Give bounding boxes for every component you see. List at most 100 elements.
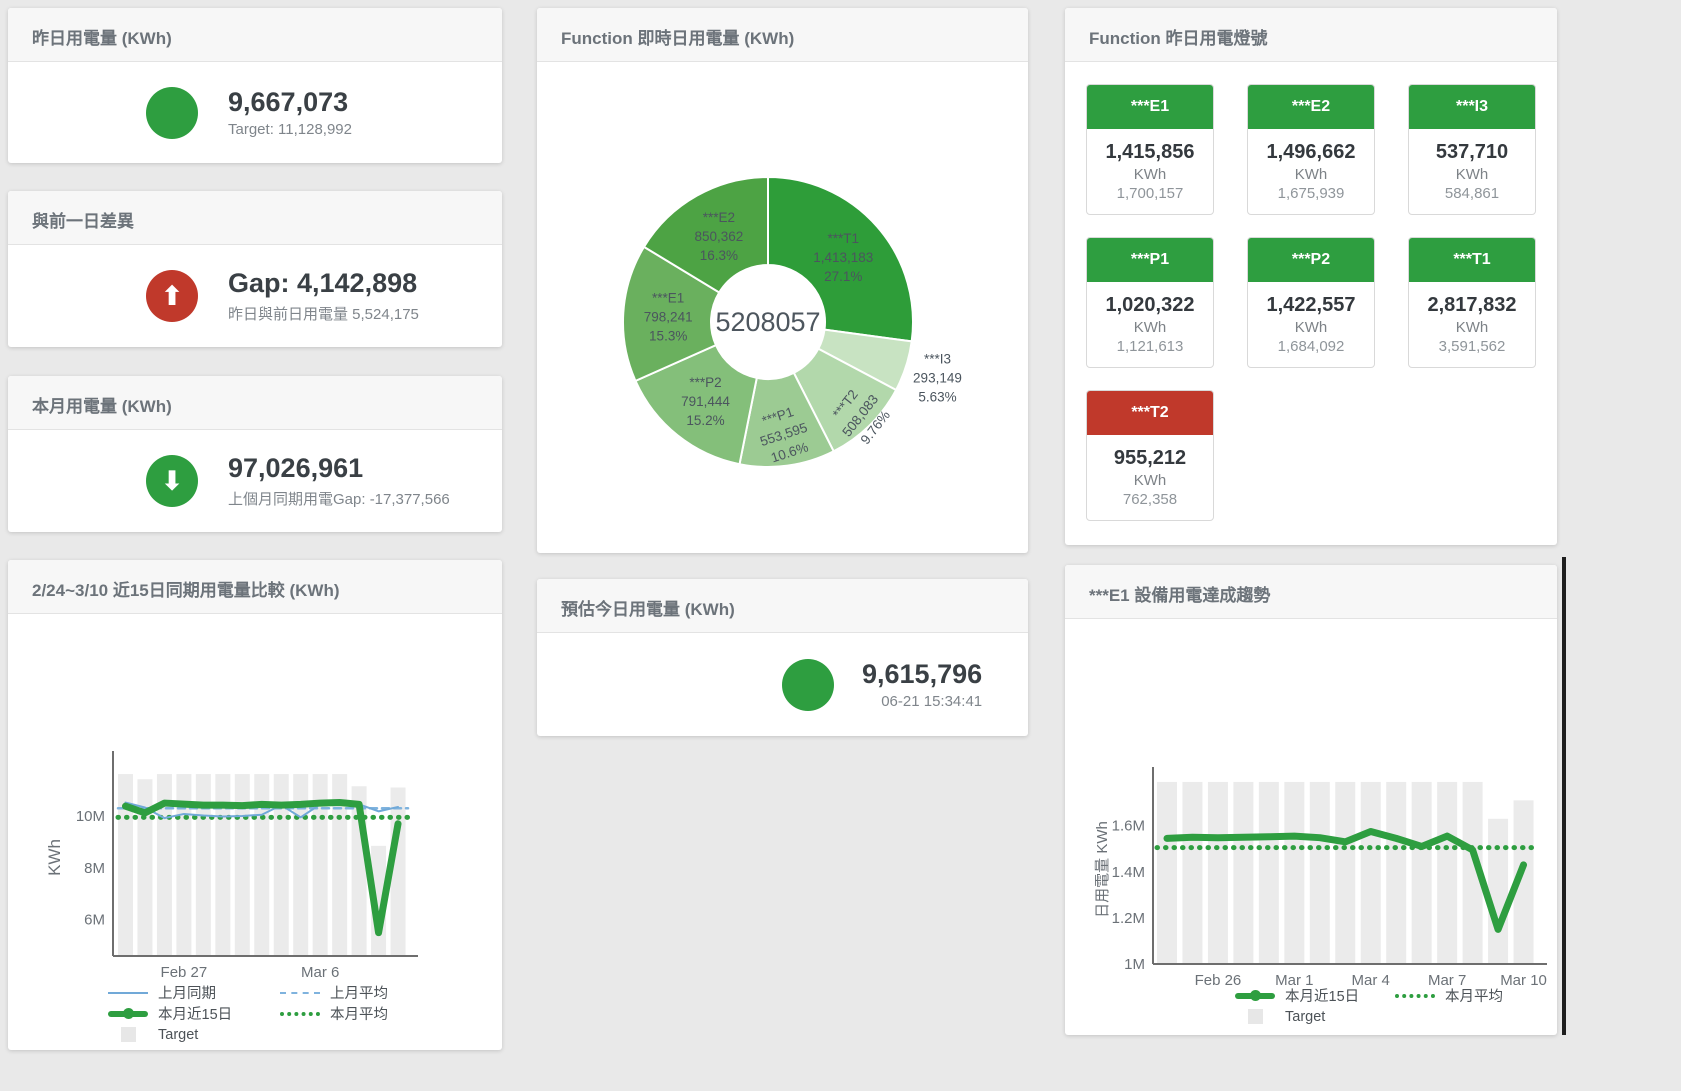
light-tile-t1: ***T1 2,817,832 KWh 3,591,562 xyxy=(1408,237,1536,368)
stat-body: 9,615,796 06-21 15:34:41 xyxy=(537,633,1028,736)
light-tile-label: ***T1 xyxy=(1409,238,1535,282)
target-bar xyxy=(118,774,133,956)
target-bar xyxy=(1258,781,1279,964)
card-title: Function 即時日用電量 (KWh) xyxy=(537,8,1028,62)
legend-label: 本月平均 xyxy=(1445,989,1503,1005)
legend-label: Target xyxy=(158,1026,199,1043)
y-tick-label: 1.2M xyxy=(1112,910,1145,927)
target-bar xyxy=(312,774,328,956)
legend-this-month-avg[interactable]: 本月平均 xyxy=(1395,985,1555,1006)
light-tile-value: 1,415,856 xyxy=(1105,141,1195,163)
light-tile-body: 1,422,557 KWh 1,684,092 xyxy=(1248,282,1374,367)
today-value: 9,615,796 xyxy=(862,658,983,689)
card-title: 昨日用電量 (KWh) xyxy=(8,8,502,62)
arrow-down-icon: ⬇ xyxy=(146,455,198,507)
light-tile-body: 1,020,322 KWh 1,121,613 xyxy=(1087,282,1213,367)
x-tick-label: Mar 7 xyxy=(1428,972,1466,985)
target-bar xyxy=(1309,781,1330,964)
donut-slice-e1[interactable] xyxy=(622,245,721,383)
yesterday-value: 9,667,073 xyxy=(228,86,349,117)
light-tile-target: 3,591,562 xyxy=(1438,338,1506,355)
target-bar xyxy=(137,779,153,956)
y-axis-title: KWh xyxy=(45,839,64,876)
light-tile-p2: ***P2 1,422,557 KWh 1,684,092 xyxy=(1247,237,1375,368)
light-tile-i3: ***I3 537,710 KWh 584,861 xyxy=(1408,84,1536,215)
target-bar xyxy=(1513,800,1534,964)
light-tile-target: 584,861 xyxy=(1444,185,1500,202)
donut-slice-label: ***E2 850,362 16.3% xyxy=(695,210,744,263)
light-tile-label: ***E1 xyxy=(1087,85,1213,129)
series-line xyxy=(122,799,402,937)
gap-sub: 昨日與前日用電量 5,524,175 xyxy=(228,305,419,323)
target-bar xyxy=(234,774,250,956)
yesterday-target: Target: 11,128,992 xyxy=(228,121,352,139)
stat-body: ⬇ 97,026,961 上個月同期用電Gap: -17,377,566 xyxy=(8,430,502,532)
legend-this-month[interactable]: 本月近15日 xyxy=(1235,985,1395,1006)
donut-slice-e2[interactable] xyxy=(642,175,769,294)
light-tile-label: ***I3 xyxy=(1409,85,1535,129)
card-today-estimate: 預估今日用電量 (KWh) 9,615,796 06-21 15:34:41 xyxy=(537,579,1028,736)
light-tile-value: 2,817,832 xyxy=(1427,294,1517,316)
card-title: 本月用電量 (KWh) xyxy=(8,376,502,430)
legend-this-month[interactable]: 本月近15日 xyxy=(108,1003,280,1024)
stat-body: ⬆ Gap: 4,142,898 昨日與前日用電量 5,524,175 xyxy=(8,245,502,347)
card-title: 預估今日用電量 (KWh) xyxy=(537,579,1028,633)
light-tile-value: 955,212 xyxy=(1113,447,1187,469)
blue-line-swatch-icon xyxy=(108,987,148,999)
scrollbar[interactable] xyxy=(1562,557,1566,1035)
target-bar xyxy=(1157,781,1177,964)
light-tile-unit: KWh xyxy=(1133,319,1167,336)
green-dot-swatch-icon xyxy=(280,1008,320,1020)
legend-label: 上月同期 xyxy=(158,986,216,1002)
card-lights-panel: Function 昨日用電燈號 ***E1 1,415,856 KWh 1,700,1… xyxy=(1065,8,1557,545)
lights-grid: ***E1 1,415,856 KWh 1,700,157 ***E2 1,496,662… xyxy=(1065,62,1557,543)
y-axis-title: 日用電量 KWh xyxy=(1094,821,1111,918)
legend-last-month-avg[interactable]: 上月平均 xyxy=(280,982,452,1003)
donut-slice-label: ***P2 791,444 15.2% xyxy=(681,375,730,428)
legend-target[interactable]: Target xyxy=(108,1027,280,1043)
series-line xyxy=(1163,827,1528,933)
donut-slice-label: ***T1 1,413,183 27.1% xyxy=(813,231,873,284)
y-tick-label: 1M xyxy=(1124,956,1145,973)
light-tile-label: ***E2 xyxy=(1248,85,1374,129)
legend-label: 本月平均 xyxy=(330,1007,388,1023)
light-tile-t2: ***T2 955,212 KWh 762,358 xyxy=(1086,390,1214,521)
green-line-swatch-icon xyxy=(108,1008,148,1020)
target-bar xyxy=(273,774,289,956)
x-tick-label: Mar 6 xyxy=(301,964,339,981)
card-title: 與前一日差異 xyxy=(8,191,502,245)
light-tile-body: 1,415,856 KWh 1,700,157 xyxy=(1087,129,1213,214)
legend-label: 本月近15日 xyxy=(1285,989,1360,1005)
target-bar xyxy=(1233,781,1254,964)
blue-dash-swatch-icon xyxy=(280,987,320,999)
month-value: 97,026,961 xyxy=(228,453,364,484)
legend-this-month-avg[interactable]: 本月平均 xyxy=(280,1003,452,1024)
green-line-swatch-icon xyxy=(1235,990,1275,1002)
legend-target[interactable]: Target xyxy=(1235,1009,1395,1025)
legend-last-month[interactable]: 上月同期 xyxy=(108,982,280,1003)
light-tile-target: 1,700,157 xyxy=(1116,185,1184,202)
light-tile-body: 1,496,662 KWh 1,675,939 xyxy=(1248,129,1374,214)
card-trend-chart: ***E1 設備用電達成趨勢 1M 1.2M 1.4M 1.6M Feb 26 Mar 1… xyxy=(1065,565,1557,1035)
light-tile-value: 1,020,322 xyxy=(1105,294,1195,316)
legend-label: 上月平均 xyxy=(330,986,388,1002)
donut-slice-t1[interactable] xyxy=(767,175,914,343)
target-square-swatch-icon xyxy=(108,1027,148,1042)
light-tile-unit: KWh xyxy=(1133,472,1167,489)
light-tile-body: 2,817,832 KWh 3,591,562 xyxy=(1409,282,1535,367)
legend-label: 本月近15日 xyxy=(158,1007,233,1023)
donut-slice-p2[interactable] xyxy=(634,343,758,466)
target-bar xyxy=(1488,818,1509,964)
donut-slice-label: ***E1 798,241 15.3% xyxy=(644,291,693,344)
y-tick-label: 6M xyxy=(84,912,105,929)
target-bar xyxy=(195,774,211,956)
light-tile-value: 1,496,662 xyxy=(1266,141,1356,163)
light-tile-target: 1,675,939 xyxy=(1277,185,1345,202)
target-bar xyxy=(1411,781,1432,964)
light-tile-body: 955,212 KWh 762,358 xyxy=(1087,435,1213,520)
y-tick-label: 10M xyxy=(76,808,105,825)
target-bar xyxy=(254,774,270,956)
light-tile-target: 1,684,092 xyxy=(1277,338,1345,355)
light-tile-unit: KWh xyxy=(1455,166,1489,183)
card-month-usage: 本月用電量 (KWh) ⬇ 97,026,961 上個月同期用電Gap: -17… xyxy=(8,376,502,532)
